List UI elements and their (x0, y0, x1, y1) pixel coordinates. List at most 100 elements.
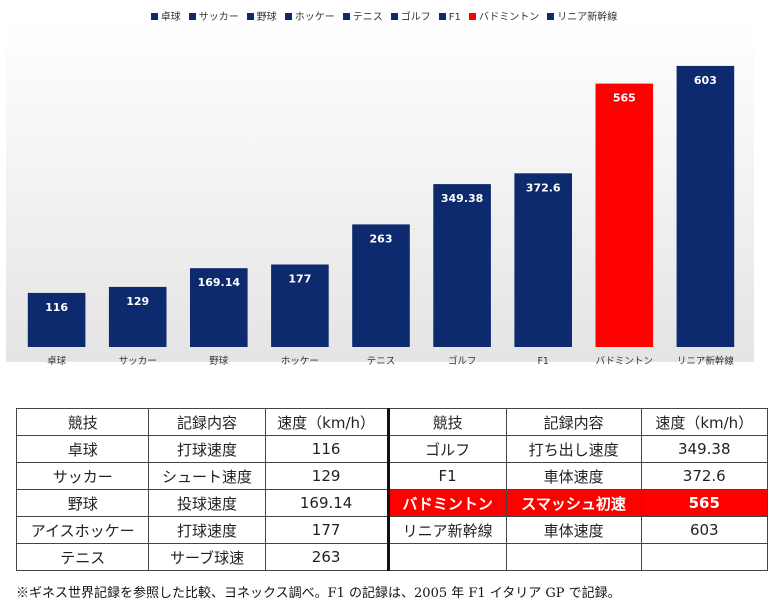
value-label-9: 603 (694, 74, 717, 87)
table-header-row: 競技 記録内容 速度（km/h） 競技 記録内容 速度（km/h） (15, 408, 768, 436)
category-label-2: サッカー (119, 356, 157, 367)
value-label-6: 349.38 (441, 192, 483, 205)
table-cell: スマッシュ初速 (505, 489, 642, 517)
table-cell: 349.38 (640, 435, 768, 463)
table-cell: 投球速度 (148, 489, 266, 517)
legend-swatch (150, 13, 158, 20)
table-cell: テニス (15, 543, 150, 571)
value-label-4: 177 (288, 273, 311, 286)
table-cell: F1 (386, 462, 507, 490)
table-cell: リニア新幹線 (386, 516, 507, 544)
bar-6 (433, 184, 491, 347)
bar-3 (190, 268, 248, 347)
category-label-5: テニス (367, 356, 396, 367)
table-cell: 603 (640, 516, 768, 544)
legend-swatch (246, 13, 254, 20)
value-label-7: 372.6 (526, 181, 561, 194)
legend-label: テニス (352, 12, 383, 23)
legend-label: ゴルフ (400, 12, 431, 23)
table-row: 卓球 打球速度 116 ゴルフ 打ち出し速度 349.38 (15, 435, 768, 463)
legend-swatch (390, 13, 398, 20)
table-header-cell: 記録内容 (505, 408, 642, 436)
table-cell: 打ち出し速度 (505, 435, 642, 463)
table-cell: 169.14 (264, 489, 389, 517)
table-header-cell: 記録内容 (148, 408, 266, 436)
table-cell: サーブ球速 (148, 543, 266, 571)
footnote: ※ギネス世界記録を参照した比較、ヨネックス調べ。F1 の記録は、2005 年 F… (16, 586, 621, 601)
legend-item-5: テニス (342, 8, 383, 23)
category-label-4: ホッケー (281, 356, 319, 367)
table-cell: 116 (264, 435, 389, 463)
legend-label: バドミントン (478, 12, 540, 23)
legend-item-8: バドミントン (468, 8, 540, 23)
legend-item-2: サッカー (188, 8, 239, 23)
table-cell: サッカー (15, 462, 150, 490)
table-cell: 車体速度 (505, 462, 642, 490)
table-cell: バドミントン (386, 489, 507, 517)
category-labels-layer: 卓球 サッカー 野球 ホッケー テニス ゴルフ F1 バドミントン リニア新幹線 (47, 355, 734, 367)
legend-label: サッカー (198, 12, 239, 23)
chart-legend: 卓球 サッカー 野球 ホッケー テニス ゴルフ F1 バドミントン リニア新幹線 (0, 8, 768, 23)
table-cell: 565 (640, 489, 768, 517)
bar-1 (27, 292, 86, 347)
category-label-6: ゴルフ (448, 355, 477, 367)
table-cell: アイスホッケー (15, 516, 150, 544)
legend-item-7: F1 (438, 12, 461, 23)
legend-swatch (438, 13, 446, 20)
legend-item-3: 野球 (246, 8, 277, 23)
table-cell-empty (505, 543, 642, 571)
bars-layer (27, 65, 735, 348)
value-labels-layer: 116 129 169.14 177 263 349.38 372.6 565 603 (45, 74, 717, 314)
legend-swatch (284, 13, 292, 20)
bar-2 (108, 286, 167, 347)
bar-4 (271, 264, 329, 347)
table-row: サッカー シュート速度 129 F1 車体速度 372.6 (15, 462, 768, 490)
table-cell-empty (640, 543, 768, 571)
value-label-5: 263 (370, 232, 393, 245)
category-label-1: 卓球 (47, 355, 67, 367)
legend-item-1: 卓球 (150, 8, 181, 23)
bar-5 (352, 224, 410, 347)
table-cell: 372.6 (640, 462, 768, 490)
bar-9 (676, 65, 735, 348)
legend-label: リニア新幹線 (557, 12, 618, 23)
table-header-cell: 競技 (386, 408, 507, 436)
value-label-3: 169.14 (198, 276, 241, 289)
legend-swatch (468, 13, 476, 20)
category-label-7: F1 (537, 356, 549, 367)
category-label-9: リニア新幹線 (677, 355, 735, 367)
table-cell: 卓球 (15, 435, 150, 463)
legend-swatch (547, 13, 555, 20)
table-cell: ゴルフ (386, 435, 507, 463)
table-row: アイスホッケー 打球速度 177 リニア新幹線 車体速度 603 (15, 516, 768, 544)
table-row: テニス サーブ球速 263 (15, 543, 768, 571)
legend-label: 野球 (256, 12, 277, 23)
speed-table: 競技 記録内容 速度（km/h） 競技 記録内容 速度（km/h） 卓球 打球速度 116 ゴルフ… (15, 408, 768, 571)
table-cell: 129 (264, 462, 389, 490)
legend-swatch (188, 13, 196, 20)
bar-7 (514, 173, 572, 347)
legend-label: 卓球 (160, 12, 181, 23)
category-label-3: 野球 (209, 355, 229, 367)
legend-swatch (342, 13, 350, 20)
table-cell: 263 (264, 543, 389, 571)
legend-item-6: ゴルフ (390, 8, 431, 23)
table-cell: 177 (264, 516, 389, 544)
table-header-cell: 競技 (15, 408, 150, 436)
value-label-2: 129 (126, 295, 149, 308)
table-cell: 車体速度 (505, 516, 642, 544)
value-label-8: 565 (613, 92, 636, 105)
table-row: 野球 投球速度 169.14 バドミントン スマッシュ初速 565 (15, 489, 768, 517)
table-header-cell: 速度（km/h） (640, 408, 768, 436)
table-cell-empty (386, 543, 507, 571)
table-cell: 野球 (15, 489, 150, 517)
table-cell: 打球速度 (148, 516, 266, 544)
table-header-cell: 速度（km/h） (264, 408, 389, 436)
table-cell: シュート速度 (148, 462, 266, 490)
legend-label: F1 (448, 12, 461, 23)
table-cell: 打球速度 (148, 435, 266, 463)
legend-item-9: リニア新幹線 (547, 8, 617, 23)
value-label-1: 116 (45, 301, 68, 314)
bar-8 (595, 83, 654, 347)
legend-item-4: ホッケー (284, 8, 335, 23)
